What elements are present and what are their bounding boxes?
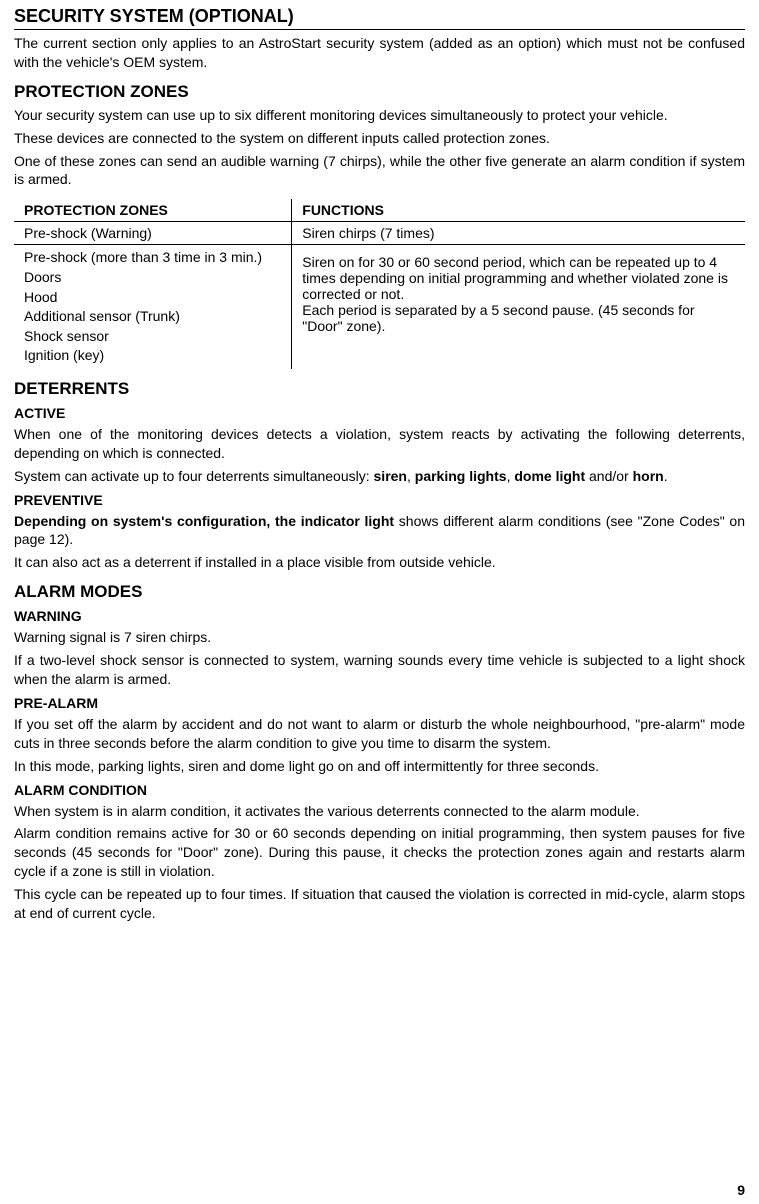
alarm-modes-heading: ALARM MODES — [14, 582, 745, 602]
warning-heading: WARNING — [14, 608, 745, 624]
active-p2-b1: siren — [374, 468, 407, 484]
table-header-zones: PROTECTION ZONES — [14, 199, 292, 222]
table-cell-zone-list: Pre-shock (more than 3 time in 3 min.)Do… — [14, 245, 292, 369]
document-page: SECURITY SYSTEM (OPTIONAL) The current s… — [0, 0, 759, 1204]
protection-zones-heading: PROTECTION ZONES — [14, 82, 745, 102]
prealarm-p2: In this mode, parking lights, siren and … — [14, 757, 745, 776]
zone-list-item: Shock sensor — [24, 327, 281, 347]
alarmcond-p2: Alarm condition remains active for 30 or… — [14, 824, 745, 881]
table-header-functions: FUNCTIONS — [292, 199, 745, 222]
warning-p1: Warning signal is 7 siren chirps. — [14, 628, 745, 647]
active-p2: System can activate up to four deterrent… — [14, 467, 745, 486]
active-p2-end: . — [664, 468, 668, 484]
table-header-row: PROTECTION ZONES FUNCTIONS — [14, 199, 745, 222]
table-row: Pre-shock (more than 3 time in 3 min.)Do… — [14, 245, 745, 369]
intro-paragraph: The current section only applies to an A… — [14, 34, 745, 72]
preventive-p1: Depending on system's configuration, the… — [14, 512, 745, 550]
func-line1: Siren on for 30 or 60 second period, whi… — [302, 254, 728, 302]
zone-list-item: Additional sensor (Trunk) — [24, 307, 281, 327]
alarmcond-heading: ALARM CONDITION — [14, 782, 745, 798]
deterrents-heading: DETERRENTS — [14, 379, 745, 399]
func-line2: Each period is separated by a 5 second p… — [302, 302, 694, 334]
prealarm-heading: PRE-ALARM — [14, 695, 745, 711]
zone-list-item: Ignition (key) — [24, 346, 281, 366]
active-p2-sep1: , — [407, 468, 415, 484]
protection-zones-p1: Your security system can use up to six d… — [14, 106, 745, 125]
table-row: Pre-shock (Warning) Siren chirps (7 time… — [14, 222, 745, 245]
page-number: 9 — [737, 1182, 745, 1198]
warning-p2: If a two-level shock sensor is connected… — [14, 651, 745, 689]
table-cell-func-siren: Siren on for 30 or 60 second period, whi… — [292, 245, 745, 369]
table-cell-func-preshock: Siren chirps (7 times) — [292, 222, 745, 245]
alarmcond-p1: When system is in alarm condition, it ac… — [14, 802, 745, 821]
active-p2-pre: System can activate up to four deterrent… — [14, 468, 374, 484]
preventive-heading: PREVENTIVE — [14, 492, 745, 508]
table-cell-zone-preshock: Pre-shock (Warning) — [14, 222, 292, 245]
alarmcond-p3: This cycle can be repeated up to four ti… — [14, 885, 745, 923]
active-p2-b3: dome light — [514, 468, 585, 484]
zone-list-item: Pre-shock (more than 3 time in 3 min.) — [24, 248, 281, 268]
section-title: SECURITY SYSTEM (OPTIONAL) — [14, 6, 745, 30]
preventive-p2: It can also act as a deterrent if instal… — [14, 553, 745, 572]
active-p2-sep3: and/or — [585, 468, 632, 484]
protection-zones-p2: These devices are connected to the syste… — [14, 129, 745, 148]
protection-zones-table: PROTECTION ZONES FUNCTIONS Pre-shock (Wa… — [14, 199, 745, 369]
prealarm-p1: If you set off the alarm by accident and… — [14, 715, 745, 753]
protection-zones-p3: One of these zones can send an audible w… — [14, 152, 745, 190]
active-p2-b4: horn — [633, 468, 664, 484]
active-p1: When one of the monitoring devices detec… — [14, 425, 745, 463]
active-p2-b2: parking lights — [415, 468, 507, 484]
preventive-p1-bold: Depending on system's configuration, the… — [14, 513, 394, 529]
active-heading: ACTIVE — [14, 405, 745, 421]
zone-list-item: Doors — [24, 268, 281, 288]
zone-list-item: Hood — [24, 288, 281, 308]
